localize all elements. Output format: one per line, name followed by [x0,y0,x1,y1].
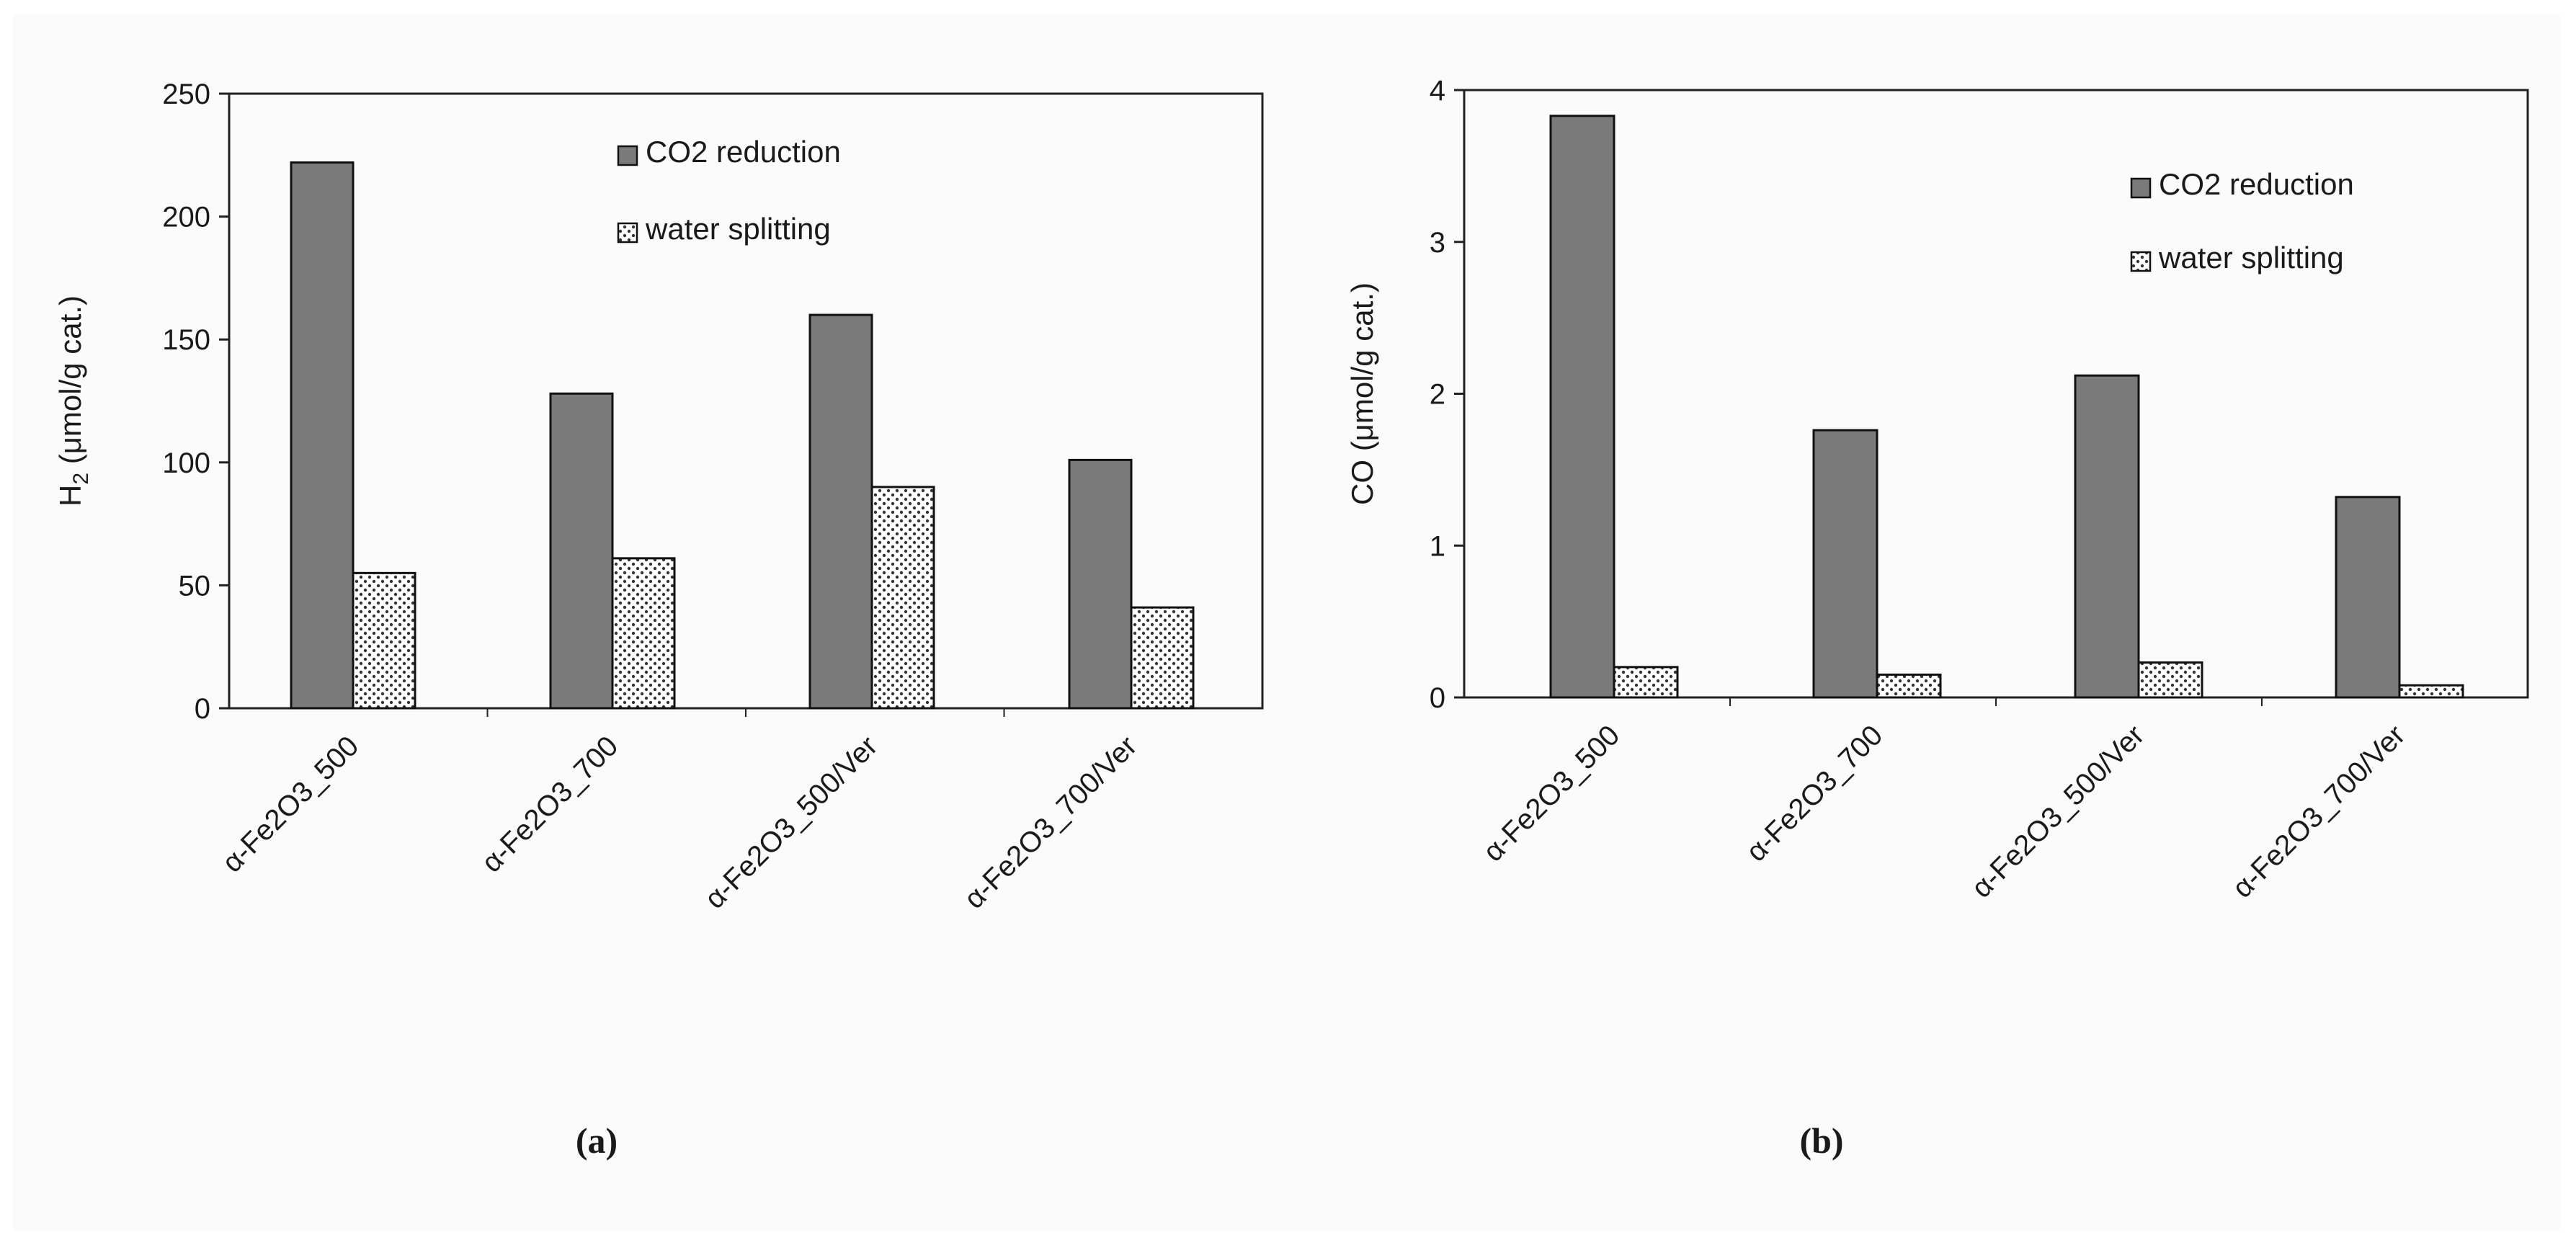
y-tick-label-a: 200 [162,202,210,233]
legend-swatch-a [617,145,638,166]
bar-a-co2-reduction-2 [808,313,873,710]
bar-a-co2-reduction-0 [290,161,355,710]
y-tick-label-a: 0 [195,693,210,725]
x-category-label-a: α-Fe2O3_500 [216,730,365,878]
legend-label-a: water splitting [645,212,831,246]
legend-label-a: CO2 reduction [646,135,841,169]
x-category-label-a: α-Fe2O3_500/Ver [699,730,884,915]
y-tick-label-a: 150 [162,324,210,356]
x-category-label-a: α-Fe2O3_700/Ver [958,730,1144,915]
x-category-label-a: α-Fe2O3_700 [476,730,624,878]
panel-label-a: (a) [576,1120,618,1161]
bar-a-water-splitting-2 [870,486,935,710]
y-axis-title-a: H2 (μmol/g cat.) [53,295,93,507]
bar-a-water-splitting-1 [611,557,676,710]
bar-a-water-splitting-0 [352,571,416,710]
bar-a-water-splitting-3 [1130,606,1195,710]
y-tick-label-a: 50 [179,570,211,602]
y-tick-label-a: 100 [162,447,210,479]
bar-a-co2-reduction-3 [1068,458,1133,710]
y-tick-label-a: 250 [162,79,210,110]
legend-swatch-a [617,222,638,244]
chart-a: 0 50 100 150 200 250 H2 (μmol/g cat.) α-Fe2O3_5… [53,79,1264,1161]
bar-a-co2-reduction-1 [549,392,614,710]
